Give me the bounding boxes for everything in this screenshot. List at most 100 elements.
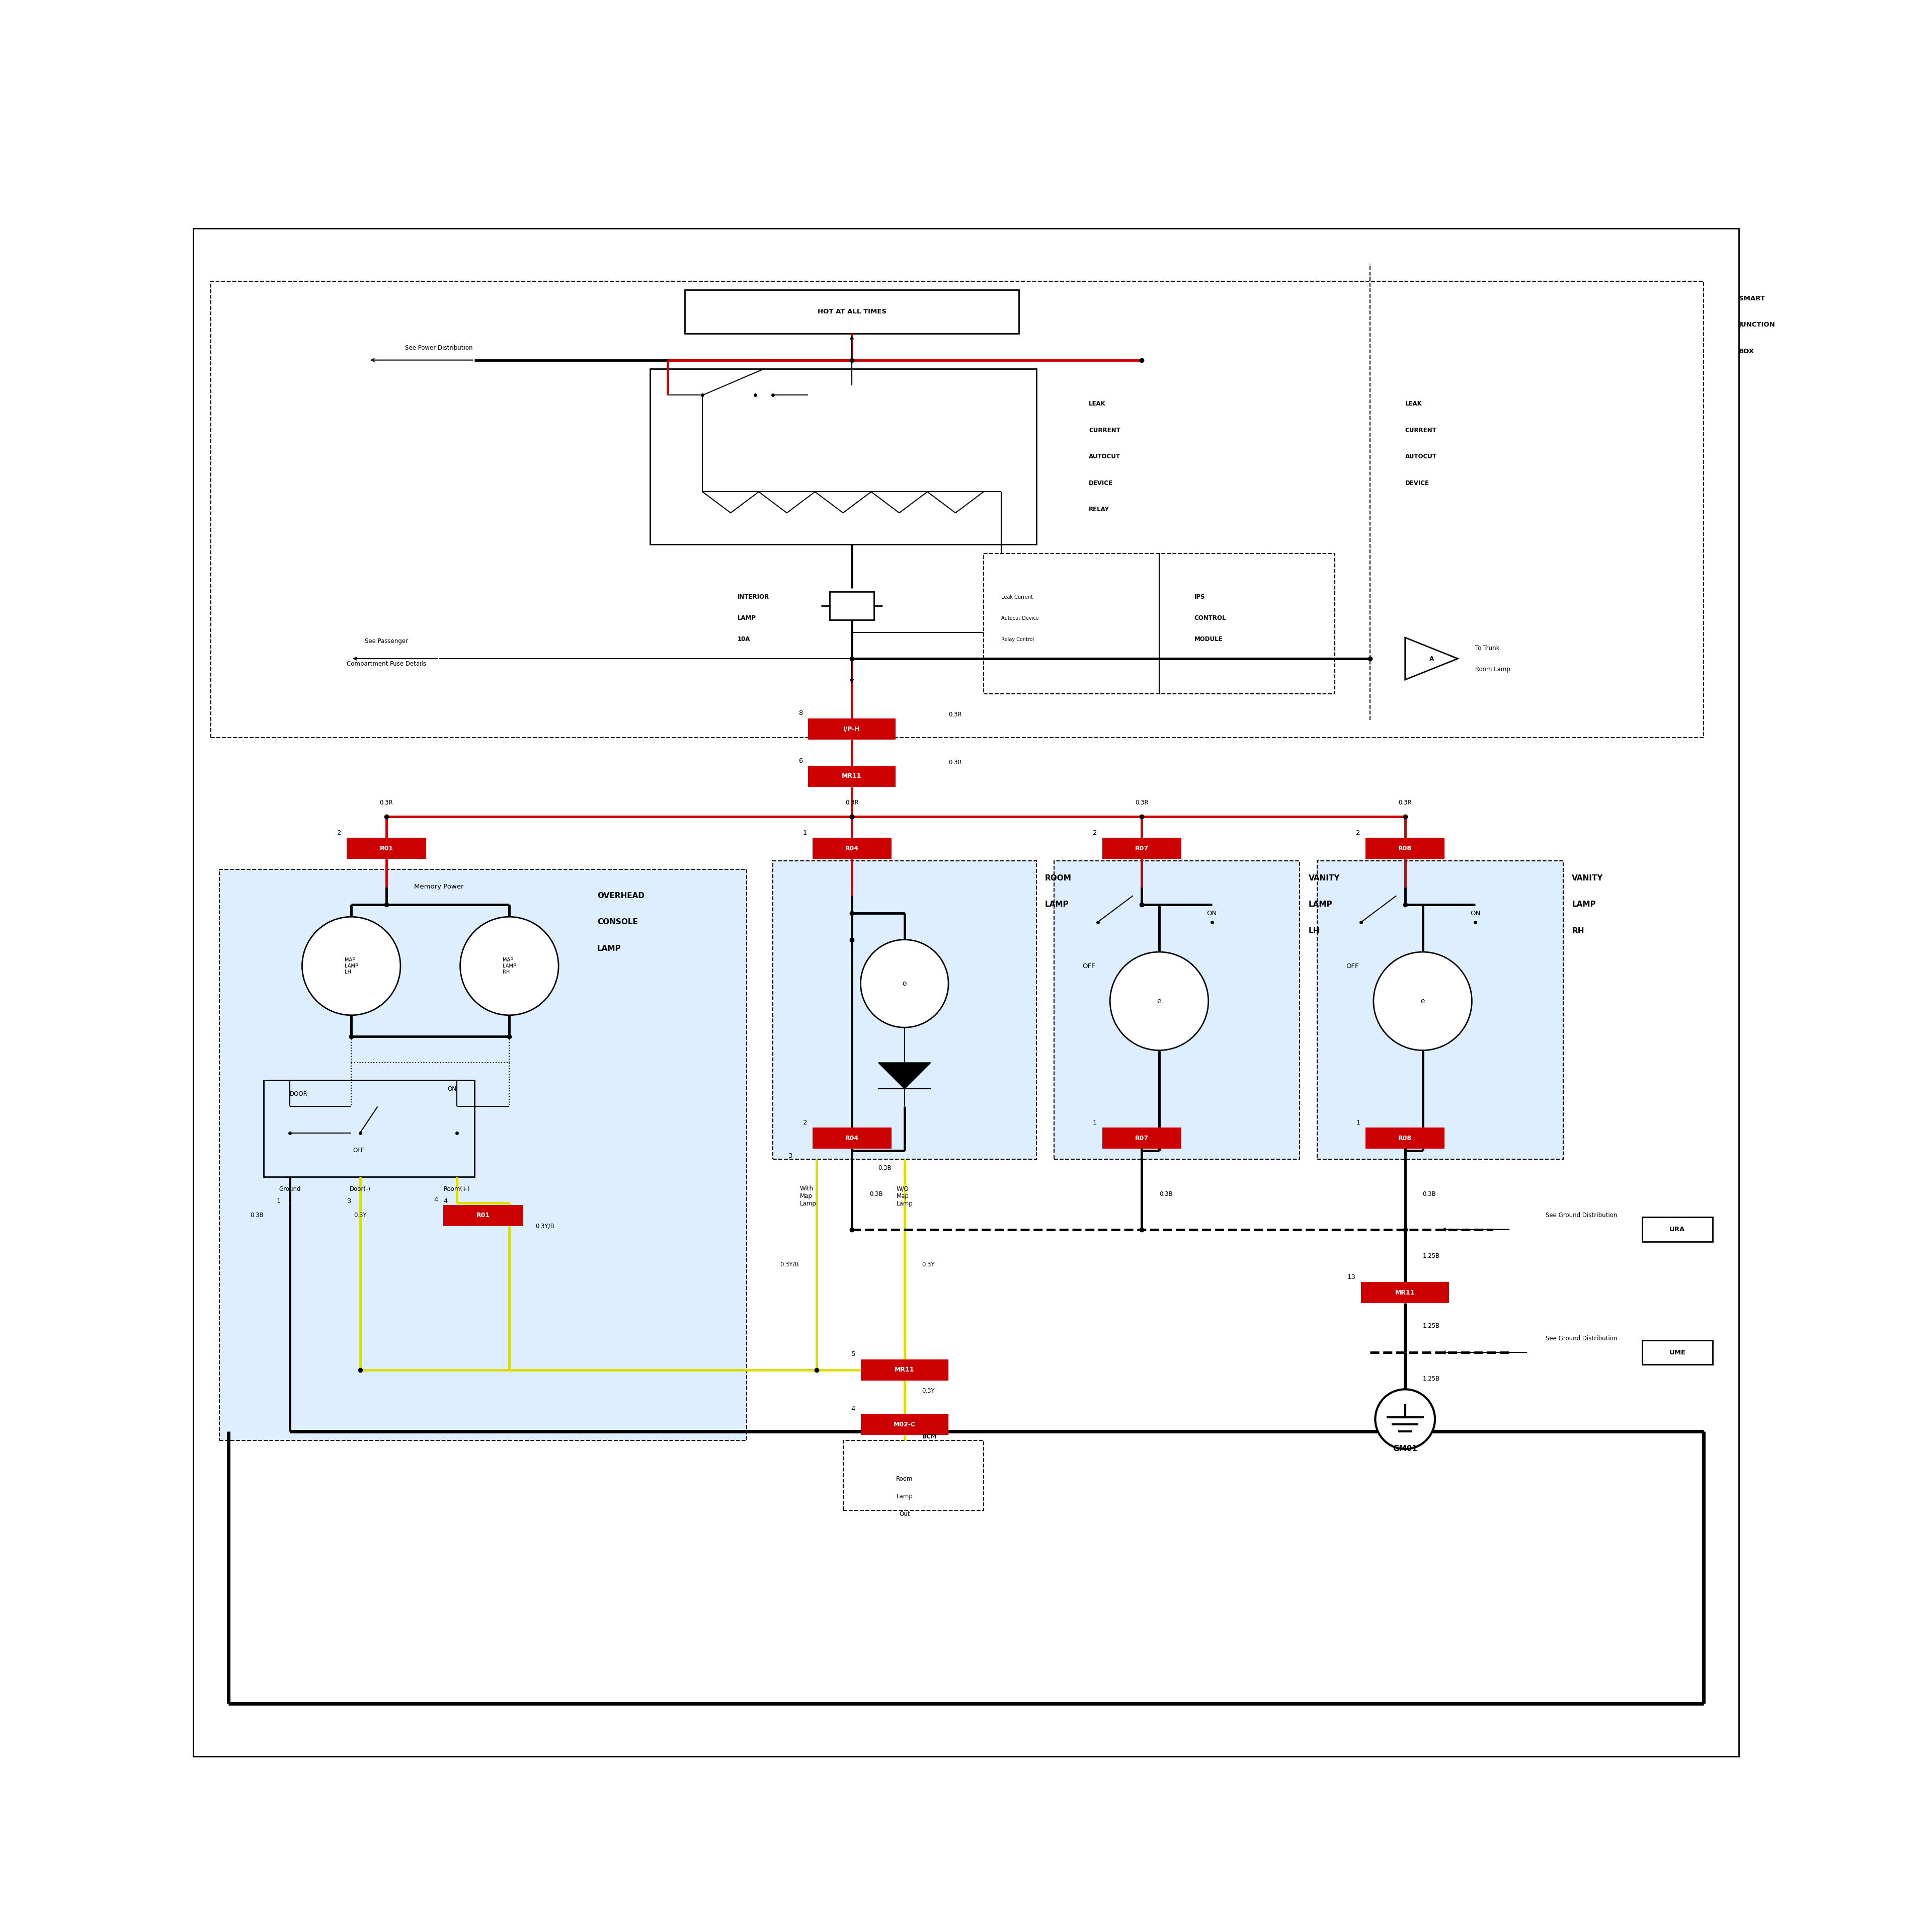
Text: GM01: GM01	[1393, 1445, 1418, 1453]
Bar	[773, 860, 1036, 1159]
Text: CURRENT: CURRENT	[1405, 427, 1437, 433]
Bar	[1101, 838, 1180, 860]
Text: MR11: MR11	[895, 1366, 914, 1374]
Text: 0.3R: 0.3R	[949, 759, 962, 765]
Text: 10A: 10A	[738, 636, 750, 643]
Text: BOX: BOX	[1739, 348, 1754, 355]
Text: Lamp: Lamp	[896, 1493, 912, 1499]
Text: R01: R01	[379, 844, 394, 852]
Text: o: o	[902, 980, 906, 987]
Bar	[773, 860, 1036, 1159]
Text: 0.3R: 0.3R	[844, 800, 858, 806]
Text: LEAK: LEAK	[1090, 400, 1105, 408]
Text: JUNCTION: JUNCTION	[1739, 321, 1776, 328]
Bar	[1642, 1217, 1712, 1242]
Text: e: e	[1420, 997, 1424, 1005]
Text: IPS: IPS	[1194, 593, 1206, 601]
Text: URA: URA	[1669, 1227, 1685, 1233]
Text: 3: 3	[348, 1198, 352, 1206]
Text: Door(-): Door(-)	[350, 1186, 371, 1192]
Text: R01: R01	[475, 1211, 491, 1219]
Bar	[1053, 860, 1300, 1159]
Text: Room(+): Room(+)	[444, 1186, 469, 1192]
Text: 1: 1	[1094, 1119, 1097, 1126]
Text: MODULE: MODULE	[1194, 636, 1223, 643]
Bar	[1642, 1341, 1712, 1364]
Circle shape	[1111, 952, 1208, 1051]
Bar	[1318, 860, 1563, 1159]
Text: BCM: BCM	[922, 1434, 937, 1439]
Text: OFF: OFF	[1082, 962, 1095, 970]
Text: LAMP: LAMP	[1573, 900, 1596, 908]
Text: MAP
LAMP
RH: MAP LAMP RH	[502, 958, 516, 974]
Text: SMART: SMART	[1739, 296, 1766, 301]
Text: R07: R07	[1134, 1134, 1148, 1142]
Bar	[444, 1206, 522, 1227]
Text: OFF: OFF	[1347, 962, 1358, 970]
Text: 0.3Y/B: 0.3Y/B	[781, 1262, 800, 1267]
Bar	[842, 1439, 983, 1511]
Text: LEAK: LEAK	[1405, 400, 1422, 408]
Text: OFF: OFF	[354, 1148, 363, 1153]
Text: UME: UME	[1669, 1349, 1685, 1356]
Text: CONSOLE: CONSOLE	[597, 918, 638, 925]
Bar	[808, 719, 896, 740]
Text: 0.3B: 0.3B	[869, 1190, 883, 1198]
Text: 2: 2	[1356, 829, 1360, 837]
Bar	[983, 553, 1335, 694]
Bar	[220, 869, 746, 1439]
Bar	[649, 369, 1036, 545]
Text: RELAY: RELAY	[1090, 506, 1109, 512]
Bar	[263, 1080, 473, 1177]
Text: 1: 1	[276, 1198, 280, 1206]
Bar	[193, 228, 1739, 1756]
Text: M02-C: M02-C	[893, 1422, 916, 1428]
Text: 0.3B: 0.3B	[249, 1211, 263, 1219]
Text: 1.25B: 1.25B	[1422, 1323, 1439, 1329]
Text: LH: LH	[1308, 927, 1320, 935]
Text: Memory Power: Memory Power	[413, 883, 464, 891]
Text: 6: 6	[798, 757, 802, 763]
Text: Leak Current: Leak Current	[1001, 595, 1034, 599]
Text: 0.3Y: 0.3Y	[922, 1387, 935, 1395]
Text: ROOM: ROOM	[1045, 875, 1072, 881]
Text: CURRENT: CURRENT	[1090, 427, 1121, 433]
Text: R08: R08	[1399, 1134, 1412, 1142]
Text: ON: ON	[1470, 910, 1480, 916]
Text: Autocut Device: Autocut Device	[1001, 616, 1039, 620]
Text: To Trunk: To Trunk	[1476, 645, 1499, 651]
Text: MR11: MR11	[1395, 1289, 1414, 1296]
Text: Out: Out	[898, 1511, 910, 1517]
Text: 2: 2	[338, 829, 342, 837]
Text: R08: R08	[1399, 844, 1412, 852]
Text: 0.3B: 0.3B	[879, 1165, 891, 1171]
Text: OVERHEAD: OVERHEAD	[597, 893, 645, 900]
Bar	[1318, 860, 1563, 1159]
Text: 2: 2	[1094, 829, 1097, 837]
Text: 0.3R: 0.3R	[1399, 800, 1412, 806]
Text: LAMP: LAMP	[1045, 900, 1068, 908]
Text: AUTOCUT: AUTOCUT	[1090, 454, 1121, 460]
Text: 4: 4	[444, 1198, 448, 1206]
Text: Relay Control: Relay Control	[1001, 638, 1034, 641]
Text: 0.3Y: 0.3Y	[354, 1211, 367, 1219]
Text: 1.25B: 1.25B	[1422, 1376, 1439, 1381]
Text: W/O
Map
Lamp: W/O Map Lamp	[896, 1186, 912, 1208]
Text: 5: 5	[852, 1350, 856, 1358]
Text: LAMP: LAMP	[1308, 900, 1333, 908]
Text: 0.3R: 0.3R	[949, 711, 962, 719]
Text: 0.3R: 0.3R	[1134, 800, 1148, 806]
Text: AUTOCUT: AUTOCUT	[1405, 454, 1437, 460]
Text: 8: 8	[798, 711, 802, 717]
Text: 0.3Y: 0.3Y	[922, 1262, 935, 1267]
Text: 0.3B: 0.3B	[1159, 1190, 1173, 1198]
Text: See Ground Distribution: See Ground Distribution	[1546, 1335, 1617, 1341]
Text: Compartment Fuse Details: Compartment Fuse Details	[346, 661, 427, 667]
Bar	[1101, 1128, 1180, 1150]
Circle shape	[860, 939, 949, 1028]
Text: LAMP: LAMP	[738, 614, 755, 622]
Text: MR11: MR11	[842, 773, 862, 781]
Bar	[1362, 1283, 1449, 1304]
Bar	[686, 290, 1018, 334]
Circle shape	[1376, 1389, 1435, 1449]
